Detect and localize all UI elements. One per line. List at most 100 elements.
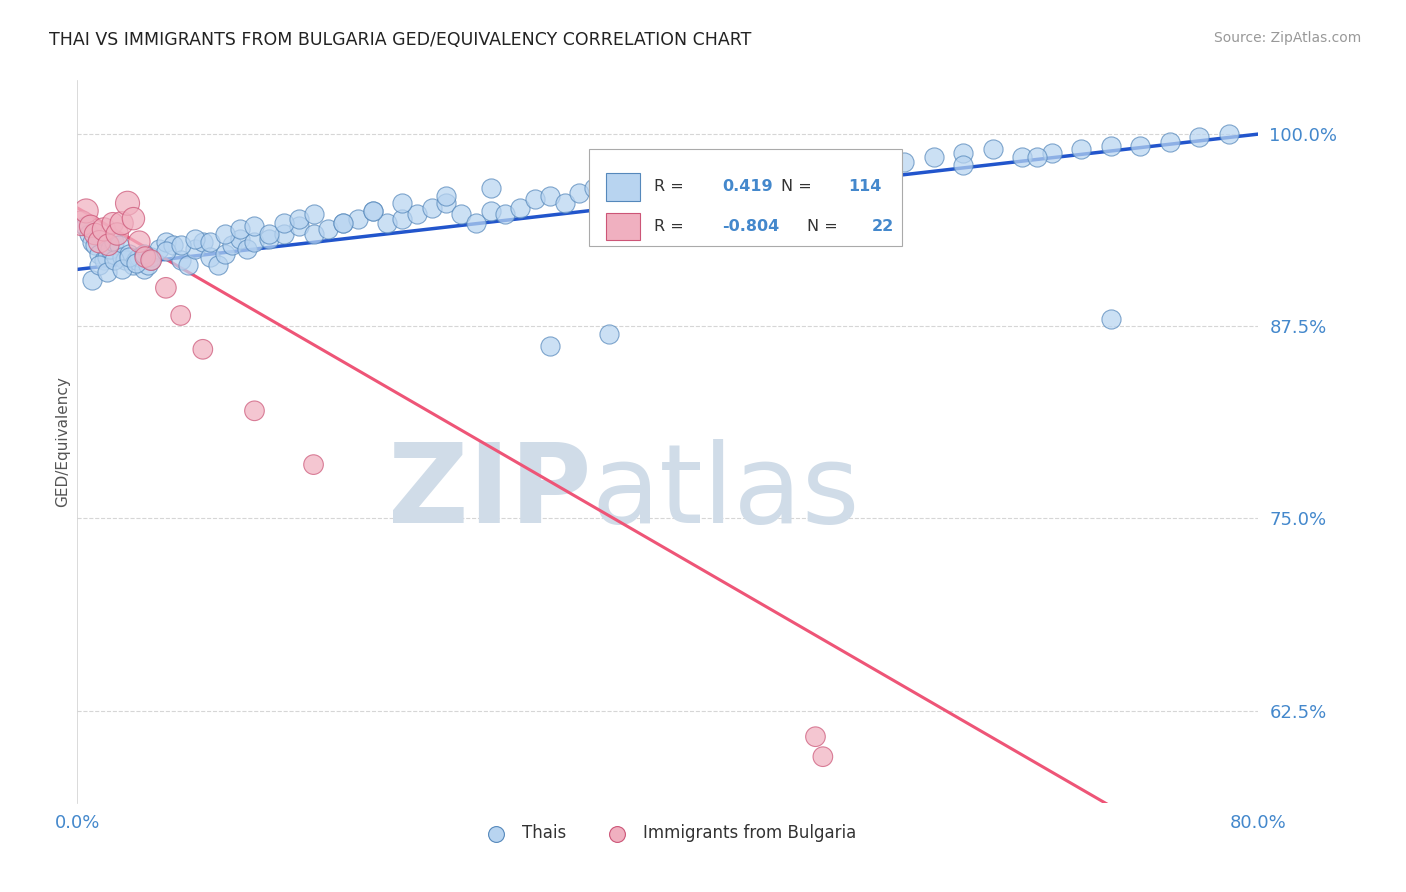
Point: [89, 247, 111, 261]
Legend: Thais, Immigrants from Bulgaria: Thais, Immigrants from Bulgaria: [472, 817, 863, 848]
Point: [170, 309, 193, 323]
Point: [105, 227, 128, 241]
Point: [122, 258, 145, 272]
Point: [96, 250, 118, 264]
Point: [207, 258, 229, 272]
Text: R =: R =: [654, 179, 689, 194]
Point: [93, 253, 115, 268]
Point: [538, 339, 561, 353]
Point: [214, 247, 236, 261]
Point: [406, 207, 429, 221]
Point: [288, 211, 311, 226]
Point: [103, 253, 125, 268]
Point: [361, 203, 384, 218]
Point: [107, 237, 129, 252]
Point: [479, 181, 502, 195]
Point: [93, 222, 115, 236]
Point: [436, 196, 458, 211]
Point: [221, 237, 243, 252]
Point: [554, 196, 576, 211]
Point: [98, 243, 121, 257]
FancyBboxPatch shape: [589, 149, 901, 246]
Point: [148, 243, 170, 257]
Point: [1099, 139, 1122, 153]
Point: [302, 207, 325, 221]
Point: [1026, 150, 1049, 164]
Point: [657, 188, 679, 202]
Point: [627, 181, 650, 195]
Point: [141, 250, 163, 264]
Point: [775, 165, 797, 179]
Point: [184, 232, 207, 246]
Point: [132, 262, 155, 277]
Point: [101, 216, 124, 230]
Text: 0.419: 0.419: [723, 179, 773, 194]
Point: [273, 216, 295, 230]
Text: Source: ZipAtlas.com: Source: ZipAtlas.com: [1213, 31, 1361, 45]
Point: [236, 243, 259, 257]
Point: [96, 265, 118, 279]
Point: [103, 235, 125, 249]
Point: [495, 207, 517, 221]
Bar: [606, 213, 640, 240]
Point: [450, 207, 472, 221]
Point: [200, 235, 222, 249]
Point: [1129, 139, 1152, 153]
Point: [302, 458, 325, 472]
Point: [583, 181, 606, 195]
Point: [922, 150, 945, 164]
Point: [118, 247, 141, 261]
Point: [111, 216, 132, 230]
Point: [184, 243, 207, 257]
Point: [97, 237, 120, 252]
Point: [136, 258, 159, 272]
Point: [155, 281, 177, 295]
Point: [200, 250, 222, 264]
Point: [162, 237, 184, 252]
Point: [686, 176, 709, 190]
Point: [177, 258, 200, 272]
Point: [346, 211, 368, 226]
Point: [879, 165, 901, 179]
Point: [436, 188, 458, 202]
Point: [82, 235, 104, 249]
Point: [598, 326, 620, 341]
Point: [84, 237, 107, 252]
Point: [111, 262, 132, 277]
Point: [214, 227, 236, 241]
Point: [524, 192, 547, 206]
Point: [89, 235, 111, 249]
Point: [155, 244, 177, 258]
Point: [804, 730, 827, 744]
Point: [332, 216, 354, 230]
Point: [1011, 150, 1033, 164]
Text: N =: N =: [782, 179, 817, 194]
Point: [228, 222, 252, 236]
Point: [568, 186, 591, 200]
Point: [302, 227, 325, 241]
Point: [332, 216, 354, 230]
Point: [288, 219, 311, 234]
Text: -0.804: -0.804: [723, 219, 779, 234]
Point: [1188, 130, 1211, 145]
Bar: [606, 173, 640, 201]
Point: [952, 158, 974, 172]
Point: [125, 256, 148, 270]
Text: 22: 22: [872, 219, 894, 234]
Point: [361, 203, 384, 218]
Point: [243, 404, 266, 418]
Point: [134, 250, 156, 264]
Point: [731, 173, 754, 187]
Point: [479, 203, 502, 218]
Point: [834, 158, 856, 172]
Point: [118, 250, 141, 264]
Point: [893, 154, 915, 169]
Point: [122, 211, 145, 226]
Point: [243, 235, 266, 249]
Point: [132, 247, 155, 261]
Y-axis label: GED/Equivalency: GED/Equivalency: [55, 376, 70, 507]
Point: [141, 253, 163, 268]
Point: [1040, 145, 1063, 160]
Point: [243, 219, 266, 234]
Text: R =: R =: [654, 219, 689, 234]
